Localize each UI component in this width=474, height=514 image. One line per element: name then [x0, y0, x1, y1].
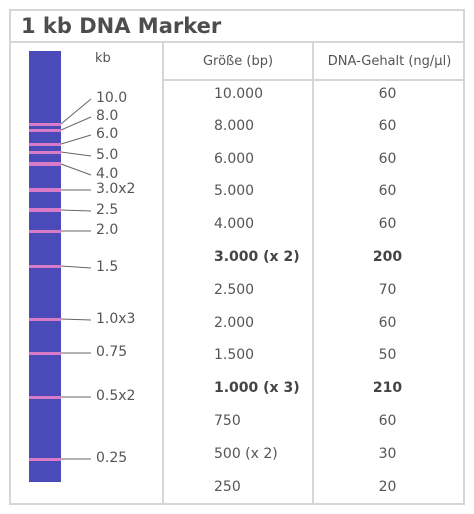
- leader-line: [60, 209, 92, 212]
- leader-line: [60, 318, 92, 321]
- leader-line: [60, 134, 92, 145]
- band-size-label: 4.0: [96, 166, 119, 182]
- size-cell: 750: [214, 413, 241, 429]
- figure-title: 1 kb DNA Marker: [21, 14, 222, 38]
- dna-content-cell: 200: [372, 249, 403, 265]
- band-size-label: 6.0: [96, 126, 119, 142]
- gel-band: [29, 142, 61, 146]
- gel-band: [29, 395, 61, 399]
- band-size-label: 10.0: [96, 90, 128, 106]
- unit-label: kb: [95, 51, 111, 66]
- figure-frame: [9, 9, 465, 505]
- size-cell: 2.000: [214, 315, 255, 331]
- size-cell: 500 (x 2): [214, 446, 278, 462]
- gel-band: [29, 150, 61, 154]
- dna-content-cell: 60: [378, 86, 397, 102]
- column-divider-2: [312, 43, 314, 505]
- band-size-label: 8.0: [96, 108, 119, 124]
- gel-band: [29, 128, 61, 132]
- gel-band: [29, 264, 61, 268]
- dna-content-cell: 60: [378, 118, 397, 134]
- gel-band: [29, 122, 61, 126]
- dna-content-cell: 30: [378, 446, 397, 462]
- dna-content-cell: 60: [378, 216, 397, 232]
- band-size-label: 0.25: [96, 450, 128, 466]
- dna-content-cell: 210: [372, 380, 403, 396]
- leader-line: [60, 265, 92, 269]
- column-divider-1: [162, 43, 164, 505]
- leader-line: [60, 116, 92, 131]
- gel-band: [29, 317, 61, 321]
- gel-band: [29, 188, 61, 192]
- gel-band: [29, 208, 61, 212]
- leader-line: [60, 98, 92, 125]
- size-cell: 250: [214, 479, 241, 495]
- band-size-label: 0.75: [96, 344, 128, 360]
- dna-content-cell: 60: [378, 183, 397, 199]
- size-cell: 3.000 (x 2): [214, 249, 300, 265]
- dna-content-cell: 50: [378, 347, 397, 363]
- dna-content-cell: 60: [378, 151, 397, 167]
- band-size-label: 0.5x2: [96, 388, 136, 404]
- gel-band: [29, 457, 61, 461]
- size-cell: 1.500: [214, 347, 255, 363]
- leader-line: [60, 163, 92, 176]
- gel-band: [29, 351, 61, 355]
- dna-content-cell: 60: [378, 315, 397, 331]
- header-size: Größe (bp): [202, 54, 274, 69]
- size-cell: 6.000: [214, 151, 255, 167]
- band-size-label: 2.0: [96, 222, 119, 238]
- gel-band: [29, 229, 61, 233]
- size-cell: 5.000: [214, 183, 255, 199]
- dna-content-cell: 60: [378, 413, 397, 429]
- size-cell: 1.000 (x 3): [214, 380, 300, 396]
- size-cell: 8.000: [214, 118, 255, 134]
- size-cell: 4.000: [214, 216, 255, 232]
- header-divider: [162, 79, 465, 81]
- leader-line: [60, 151, 92, 157]
- header-dna: DNA-Gehalt (ng/µl): [327, 54, 452, 69]
- band-size-label: 1.0x3: [96, 311, 136, 327]
- size-cell: 2.500: [214, 282, 255, 298]
- band-size-label: 3.0x2: [96, 181, 136, 197]
- size-cell: 10.000: [214, 86, 263, 102]
- title-bar: 1 kb DNA Marker: [9, 9, 465, 43]
- dna-content-cell: 70: [378, 282, 397, 298]
- band-size-label: 5.0: [96, 147, 119, 163]
- gel-band: [29, 162, 61, 166]
- band-size-label: 1.5: [96, 259, 119, 275]
- band-size-label: 2.5: [96, 202, 119, 218]
- dna-content-cell: 20: [378, 479, 397, 495]
